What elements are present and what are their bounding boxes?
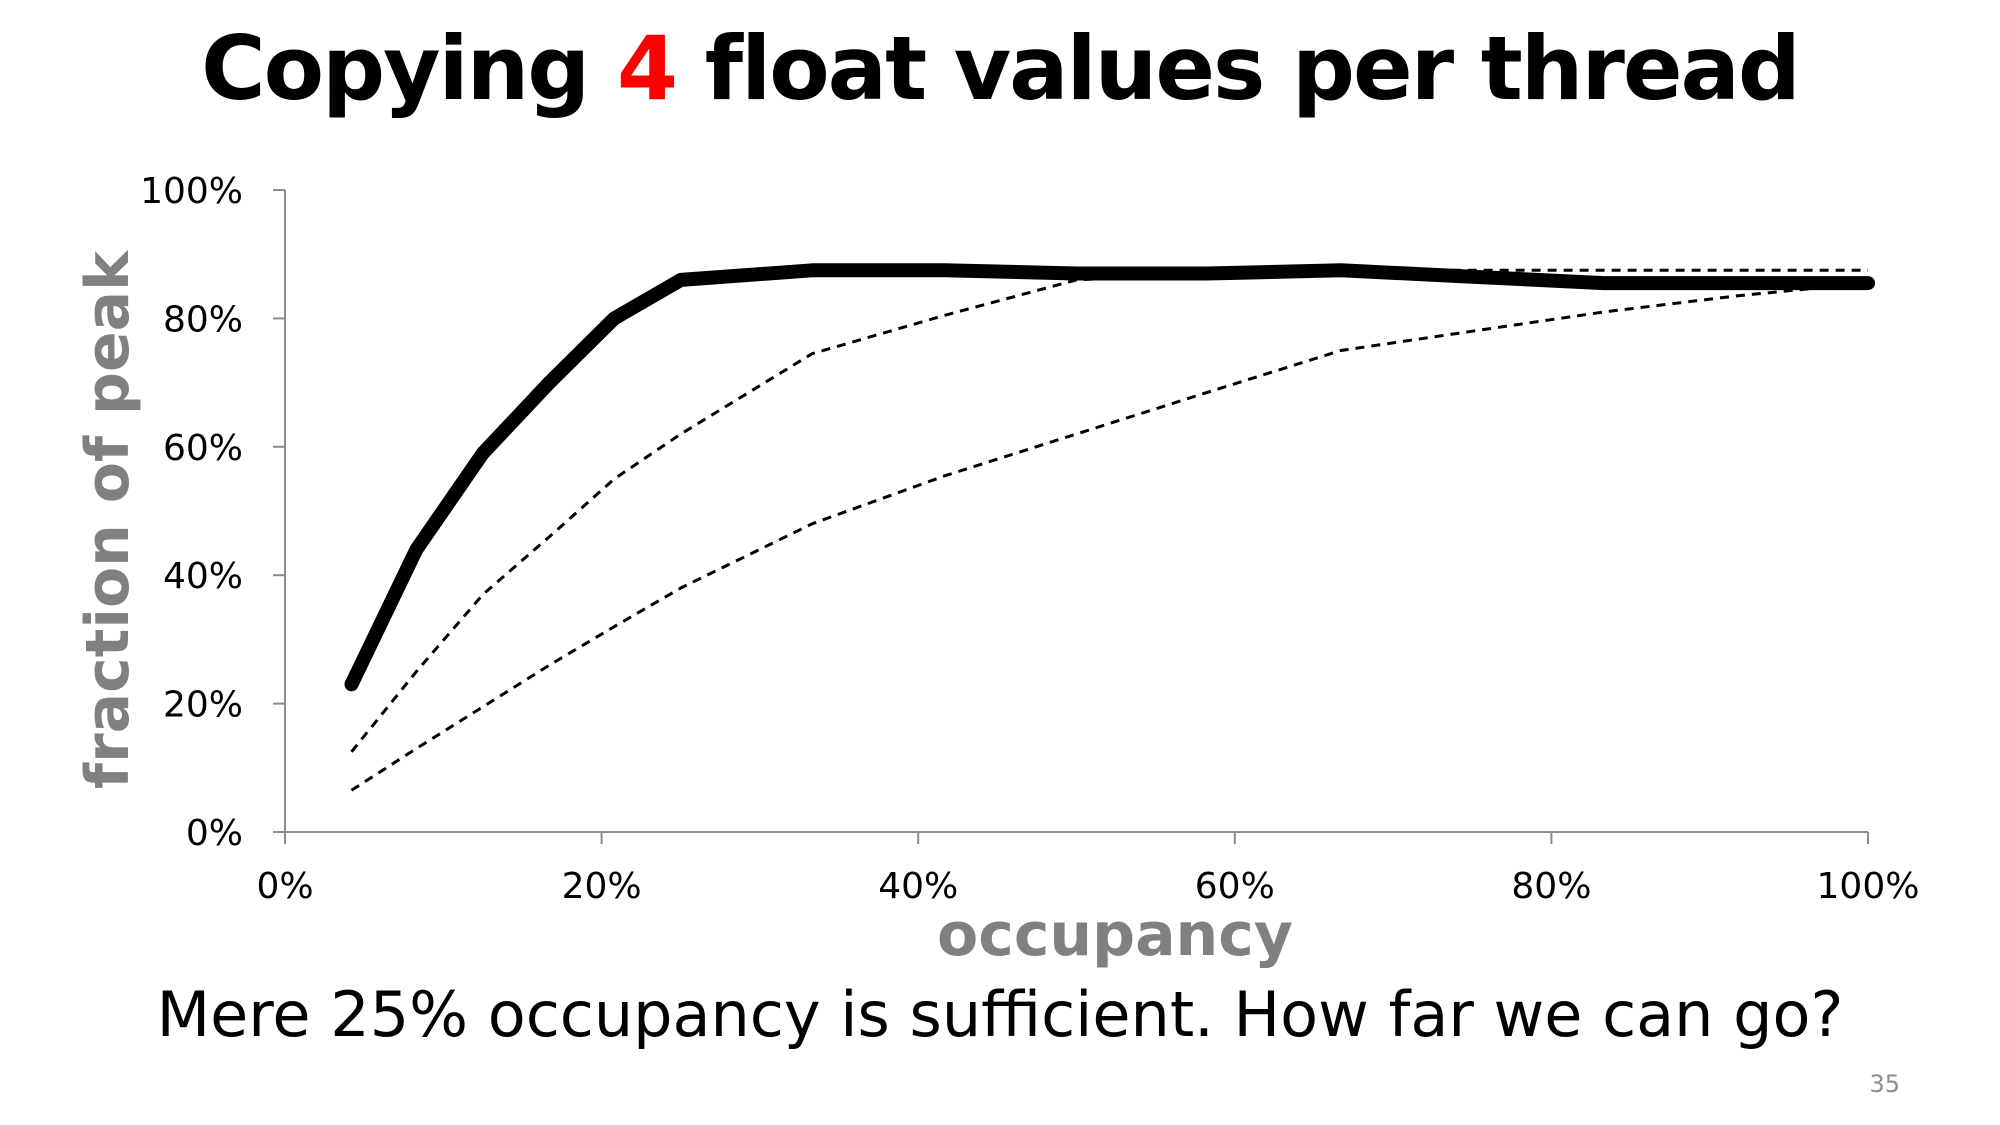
title-text-before: Copying bbox=[201, 17, 617, 120]
x-tick-label: 40% bbox=[878, 866, 958, 907]
title-highlight-number: 4 bbox=[616, 17, 678, 120]
series-line-dashed-2 bbox=[350, 281, 1869, 792]
x-tick-label: 80% bbox=[1511, 866, 1591, 907]
y-tick-label: 60% bbox=[163, 428, 243, 469]
y-axis-label: fraction of peak bbox=[73, 249, 143, 789]
slide-title: Copying 4 float values per thread bbox=[0, 14, 2000, 124]
y-tick-label: 40% bbox=[163, 556, 243, 597]
series-line-solid bbox=[344, 263, 1875, 692]
y-tick-label: 80% bbox=[163, 299, 243, 340]
x-tick-label: 60% bbox=[1195, 866, 1275, 907]
x-tick-label: 20% bbox=[562, 866, 642, 907]
y-tick-label: 0% bbox=[186, 813, 243, 854]
y-tick-label: 100% bbox=[140, 171, 243, 212]
chart-tick-labels: 0% 20% 40% 60% 80% 100% 0% 20% 40% 60% 80% 100% bbox=[140, 171, 1919, 907]
chart-axes bbox=[273, 189, 1869, 844]
title-text-after: float values per thread bbox=[676, 17, 1801, 120]
x-tick-label: 0% bbox=[256, 866, 313, 907]
chart-series bbox=[344, 263, 1875, 792]
series-line-dashed-1 bbox=[350, 268, 1868, 753]
slide-caption: Mere 25% occupancy is sufficient. How fa… bbox=[156, 978, 1844, 1051]
x-tick-label: 100% bbox=[1817, 866, 1920, 907]
y-tick-label: 20% bbox=[163, 685, 243, 726]
page-number: 35 bbox=[1869, 1070, 1900, 1098]
x-axis-label: occupancy bbox=[937, 900, 1293, 970]
